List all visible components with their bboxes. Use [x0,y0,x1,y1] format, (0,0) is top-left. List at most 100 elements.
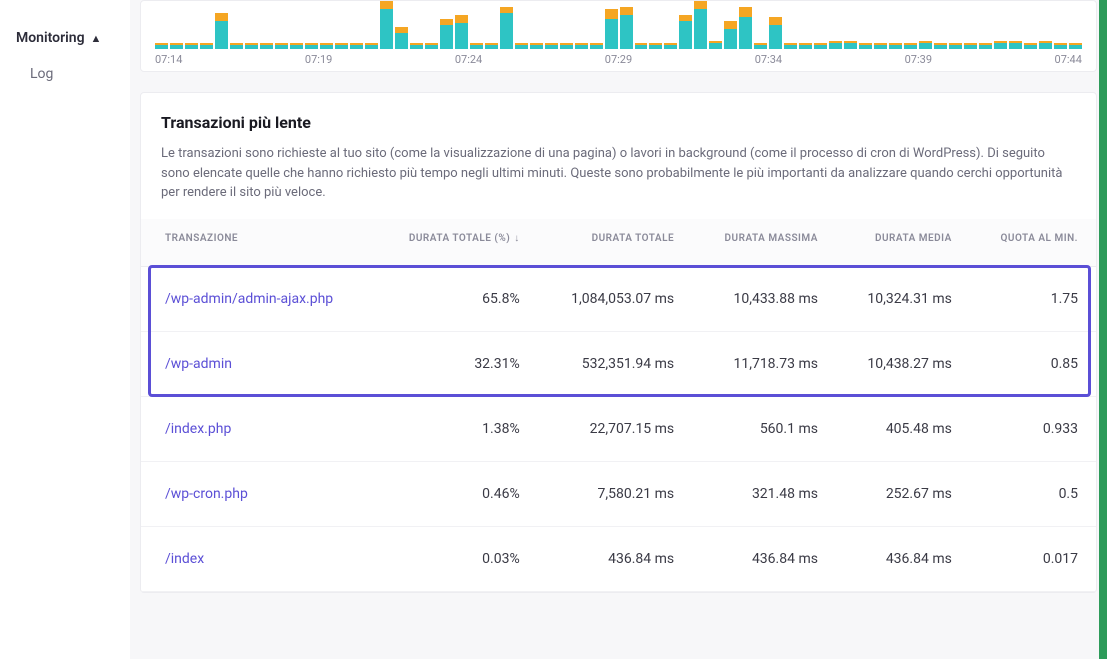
transaction-link[interactable]: /index [141,526,375,591]
cell-total: 532,351.94 ms [538,331,692,396]
chart-bar [904,43,917,49]
sidebar-item-label: Log [30,66,53,82]
x-tick: 07:29 [605,53,632,66]
chart-bar [664,43,677,49]
chart-bar [679,15,692,49]
transaction-link[interactable]: /index.php [141,396,375,461]
chart-bar [620,7,633,49]
chart-bar [320,43,333,49]
main-content: 07:1407:1907:2407:2907:3407:3907:44 Tran… [130,0,1107,659]
chart-bar [410,43,423,49]
cell-quota: 0.933 [970,396,1096,461]
col-avg-duration[interactable]: DURATA MEDIA [836,219,970,267]
chart-bar [275,43,288,49]
chart-bar [874,43,887,49]
cell-pct: 1.38% [375,396,538,461]
sidebar-item-log[interactable]: Log [0,56,130,92]
chart-bar [814,43,827,49]
chart-bar [784,43,797,49]
col-quota[interactable]: QUOTA AL MIN. [970,219,1096,267]
sidebar: Monitoring ▲ Log [0,0,130,659]
col-max-duration[interactable]: DURATA MASSIMA [692,219,836,267]
chart-bar [605,9,618,49]
chart-bar [530,43,543,49]
cell-total: 22,707.15 ms [538,396,692,461]
transaction-link[interactable]: /wp-admin/admin-ajax.php [141,266,375,331]
chart-bar [380,1,393,49]
cell-pct: 32.31% [375,331,538,396]
chart-bar [649,43,662,49]
cell-quota: 1.75 [970,266,1096,331]
chart-bar [200,43,213,49]
chart-bar [754,43,767,49]
chart-bar [1009,41,1022,49]
chart-bar [1024,43,1037,49]
chart-bar [440,19,453,49]
chart-bar [425,43,438,49]
cell-avg: 10,324.31 ms [836,266,970,331]
table-row: /index0.03%436.84 ms436.84 ms436.84 ms0.… [141,526,1096,591]
chart-bar [1054,43,1067,49]
chart-bar [829,41,842,49]
chart-bar [859,43,872,49]
bell-icon: ▲ [91,32,102,45]
col-total-pct[interactable]: DURATA TOTALE (%)↓ [375,219,538,267]
table-row: /wp-admin32.31%532,351.94 ms11,718.73 ms… [141,331,1096,396]
cell-quota: 0.85 [970,331,1096,396]
cell-avg: 436.84 ms [836,526,970,591]
table-header-row: TRANSAZIONE DURATA TOTALE (%)↓ DURATA TO… [141,219,1096,267]
cell-total: 1,084,053.07 ms [538,266,692,331]
cell-max: 560.1 ms [692,396,836,461]
table-row: /index.php1.38%22,707.15 ms560.1 ms405.4… [141,396,1096,461]
sidebar-item-label: Monitoring [16,30,85,46]
table-row: /wp-admin/admin-ajax.php65.8%1,084,053.0… [141,266,1096,331]
chart-bar [844,41,857,49]
chart-bar [934,43,947,49]
x-tick: 07:34 [755,53,782,66]
activity-chart-card: 07:1407:1907:2407:2907:3407:3907:44 [140,0,1097,72]
cell-avg: 405.48 ms [836,396,970,461]
x-tick: 07:24 [455,53,482,66]
slow-transactions-panel: Transazioni più lente Le transazioni son… [140,92,1097,593]
sidebar-item-monitoring[interactable]: Monitoring ▲ [0,20,130,56]
cell-max: 11,718.73 ms [692,331,836,396]
x-tick: 07:14 [155,53,182,66]
chart-bar [964,43,977,49]
cell-max: 436.84 ms [692,526,836,591]
chart-bar [260,43,273,49]
transaction-link[interactable]: /wp-admin [141,331,375,396]
cell-avg: 10,438.27 ms [836,331,970,396]
cell-total: 436.84 ms [538,526,692,591]
chart-bar [470,43,483,49]
chart-bar [305,43,318,49]
chart-bar [290,43,303,49]
chart-bar [515,43,528,49]
chart-bar [170,43,183,49]
transactions-table: TRANSAZIONE DURATA TOTALE (%)↓ DURATA TO… [141,219,1096,592]
chart-bar [335,43,348,49]
table-row: /wp-cron.php0.46%7,580.21 ms321.48 ms252… [141,461,1096,526]
chart-bar [724,21,737,49]
chart-bar [575,43,588,49]
cell-total: 7,580.21 ms [538,461,692,526]
chart-bar [979,43,992,49]
chart-x-axis: 07:1407:1907:2407:2907:3407:3907:44 [151,49,1086,66]
x-tick: 07:44 [1055,53,1082,66]
cell-pct: 0.46% [375,461,538,526]
chart-bar [485,43,498,49]
col-transaction[interactable]: TRANSAZIONE [141,219,375,267]
chart-bar [245,43,258,49]
activity-chart [151,1,1086,49]
col-total-duration[interactable]: DURATA TOTALE [538,219,692,267]
chart-bar [560,43,573,49]
chart-bar [739,7,752,49]
chart-bar [1069,43,1082,49]
chart-bar [230,43,243,49]
chart-bar [919,41,932,49]
chart-bar [590,43,603,49]
cell-max: 321.48 ms [692,461,836,526]
chart-bar [994,41,1007,49]
right-edge-accent [1099,0,1107,659]
transaction-link[interactable]: /wp-cron.php [141,461,375,526]
chart-bar [1039,41,1052,49]
